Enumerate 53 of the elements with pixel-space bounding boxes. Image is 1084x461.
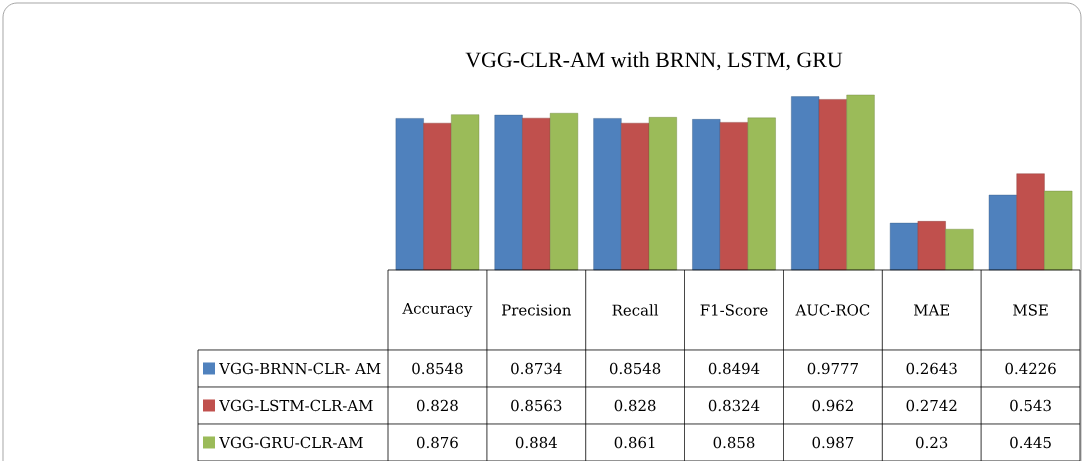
data-label: 0.858: [713, 436, 755, 449]
data-label: 0.861: [614, 436, 655, 449]
bar: [692, 119, 721, 271]
bar: [846, 94, 875, 271]
data-label: 0.884: [515, 436, 557, 449]
data-label: 0.2643: [906, 362, 957, 375]
legend-label: VGG-LSTM-CLR-AM: [219, 399, 373, 412]
bar: [395, 118, 424, 271]
x-tick-label: Accuracy: [402, 302, 473, 318]
bar: [522, 117, 551, 271]
data-label: 0.876: [417, 436, 458, 449]
bar: [889, 222, 919, 271]
data-label: 0.987: [812, 436, 854, 449]
data-label: 0.8494: [708, 362, 760, 375]
data-label: 0.23: [916, 436, 948, 449]
bar: [423, 122, 452, 271]
bar: [1016, 173, 1045, 271]
bar: [549, 113, 579, 271]
bar: [917, 221, 946, 271]
data-label: 0.2742: [906, 399, 957, 412]
data-label: 0.8734: [511, 362, 562, 375]
data-label: 0.9777: [807, 362, 858, 375]
data-label: 0.962: [812, 399, 853, 412]
bar: [818, 99, 847, 271]
x-tick-label: Recall: [612, 304, 659, 316]
bar: [451, 114, 480, 271]
bar: [719, 122, 749, 271]
bar: [1044, 190, 1073, 271]
bar: [494, 114, 523, 271]
legend-label: VGG-GRU-CLR-AM: [219, 436, 363, 449]
data-label: 0.4226: [1005, 362, 1056, 375]
legend-label: VGG-BRNN-CLR- AM: [219, 362, 381, 375]
bar: [747, 117, 776, 271]
data-label: 0.8548: [609, 362, 661, 375]
x-tick-label: Precision: [502, 304, 572, 316]
data-label: 0.445: [1010, 436, 1051, 449]
data-label: 0.8563: [511, 399, 562, 412]
data-label: 0.543: [1010, 399, 1051, 412]
data-label: 0.828: [417, 399, 458, 412]
data-label: 0.8548: [412, 362, 463, 375]
data-label: 0.828: [614, 399, 656, 412]
bar: [648, 117, 677, 271]
bar: [621, 122, 650, 271]
chart-title: VGG-CLR-AM with BRNN, LSTM, GRU: [465, 51, 843, 71]
bar: [945, 229, 974, 271]
bar: [988, 194, 1017, 271]
x-tick-label: MAE: [913, 304, 949, 316]
x-tick-label: AUC-ROC: [795, 304, 870, 316]
bar: [791, 96, 820, 271]
x-tick-label: MSE: [1013, 304, 1048, 316]
x-tick-label: F1-Score: [700, 304, 768, 316]
bar: [593, 118, 622, 271]
data-label: 0.8324: [708, 399, 760, 412]
